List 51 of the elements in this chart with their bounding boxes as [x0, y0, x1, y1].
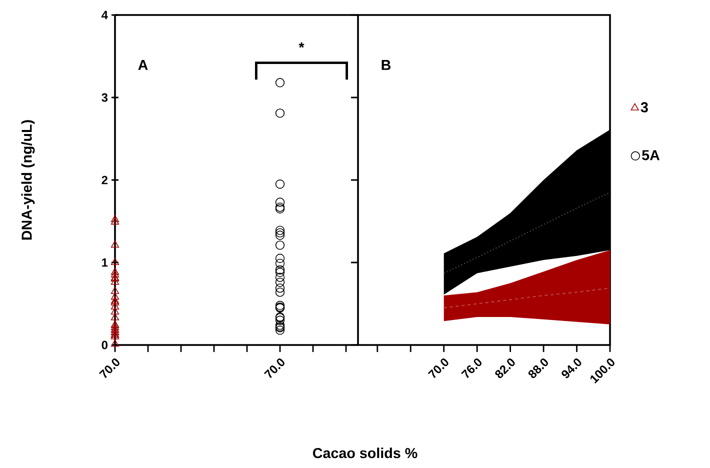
point: [110, 313, 120, 320]
point: [275, 258, 285, 268]
y-tick-label: 0: [102, 340, 108, 350]
x-tick-label: 70.0: [98, 358, 120, 378]
point: [110, 270, 120, 278]
legend-label: 5A: [642, 150, 660, 160]
point: [110, 268, 120, 275]
point: [110, 215, 120, 222]
point: [275, 228, 285, 238]
point: [275, 78, 285, 88]
point: [110, 302, 120, 310]
point: [275, 198, 285, 207]
point: [275, 268, 285, 277]
point: [275, 240, 285, 250]
x-axis-title: Cacao solids %: [312, 448, 418, 458]
point: [110, 323, 120, 330]
point: [275, 288, 285, 297]
point: [275, 326, 285, 335]
point: [275, 278, 285, 287]
point: [275, 226, 285, 235]
point: [110, 217, 120, 225]
point: [275, 180, 285, 189]
x-tick-label: 76.0: [461, 358, 482, 378]
y-axis-title: DNA-yield (ng/uL): [21, 120, 35, 240]
point: [110, 292, 120, 300]
point: [275, 254, 285, 263]
x-tick-label: 70.0: [264, 358, 284, 378]
y-tick-label: 1: [102, 258, 108, 267]
point: [275, 108, 285, 118]
point: [275, 230, 285, 240]
x-tick-label: 88.0: [528, 358, 548, 378]
point: [110, 307, 120, 314]
point: [275, 272, 285, 282]
annotation: A: [138, 60, 148, 70]
x-tick-label: 82.0: [495, 358, 515, 378]
point: [275, 300, 285, 310]
point: [110, 278, 120, 285]
point: [110, 258, 120, 265]
y-tick-label: 4: [102, 10, 108, 20]
x-tick-label: 70.0: [428, 358, 448, 378]
y-tick-label: 2: [102, 176, 108, 184]
annotation: *: [298, 42, 304, 48]
y-tick-label: 3: [102, 93, 108, 102]
point: [275, 316, 285, 325]
point: [275, 283, 285, 293]
legend-label: 3: [640, 102, 648, 112]
x-tick-label: 94.0: [562, 358, 582, 378]
point: [110, 286, 120, 294]
point: [110, 240, 120, 248]
annotation: B: [382, 60, 391, 70]
point: [110, 340, 120, 347]
